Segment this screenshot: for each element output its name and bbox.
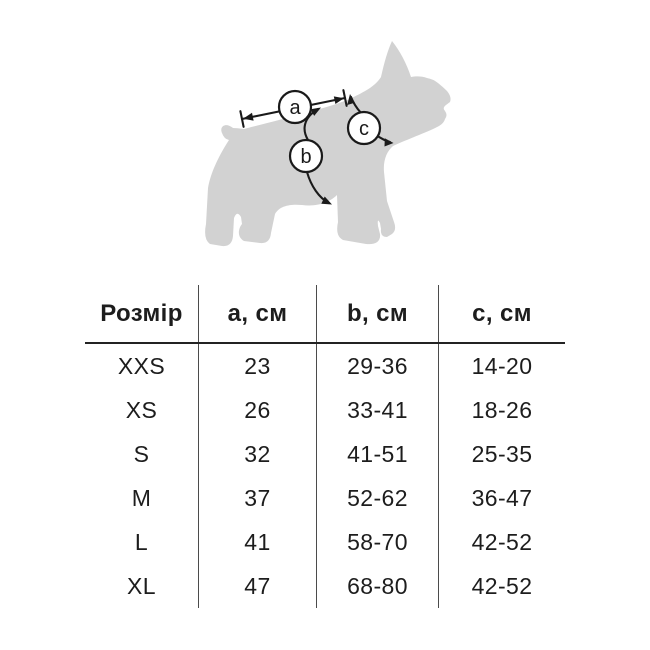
- column-header-b: b, см: [317, 285, 439, 342]
- measurement-c-marker: [346, 110, 382, 146]
- measurement-b: b: [288, 107, 332, 205]
- dog-measurement-diagram: a b c: [205, 41, 451, 247]
- a-value: 37: [199, 476, 317, 520]
- a-value: 23: [199, 344, 317, 388]
- table-row-xs: XS 26 33-41 18-26: [85, 388, 565, 432]
- b-value: 33-41: [317, 388, 439, 432]
- a-value: 32: [199, 432, 317, 476]
- dimension-a-tick-left: [239, 110, 245, 128]
- measurement-b-label: b: [300, 146, 311, 168]
- table-row-xl: XL 47 68-80 42-52: [85, 564, 565, 608]
- column-header-size: Розмір: [85, 285, 199, 342]
- size-value: S: [85, 432, 199, 476]
- c-value: 42-52: [471, 528, 533, 555]
- girth-b-arrow-bottom: [321, 196, 332, 205]
- girth-c-arrow-bottom: [384, 138, 394, 147]
- b-value: 58-70: [317, 520, 439, 564]
- measurement-b-marker: [288, 138, 324, 174]
- measurement-c-label: c: [359, 118, 369, 140]
- column-header-c: c, см: [472, 299, 532, 327]
- b-value: 41-51: [317, 432, 439, 476]
- a-value: 41: [199, 520, 317, 564]
- size-value: XS: [85, 388, 199, 432]
- table-header-row: Розмір a, см b, см c, см: [85, 285, 565, 344]
- dog-silhouette: [205, 41, 451, 247]
- measurement-c: c: [346, 94, 394, 147]
- measurement-a-label: a: [289, 97, 301, 119]
- table-row-s: S 32 41-51 25-35: [85, 432, 565, 476]
- column-header-a: a, см: [199, 285, 317, 342]
- c-value: 25-35: [471, 440, 533, 467]
- table-row-xxs: XXS 23 29-36 14-20: [85, 344, 565, 388]
- table-row-m: M 37 52-62 36-47: [85, 476, 565, 520]
- dimension-a-arrow-left: [243, 112, 254, 121]
- table-row-l: L 41 58-70 42-52: [85, 520, 565, 564]
- size-value: XL: [85, 564, 199, 608]
- b-value: 29-36: [317, 344, 439, 388]
- c-value: 18-26: [471, 396, 533, 423]
- size-table: Розмір a, см b, см c, см XXS 23 29-36 14…: [85, 285, 565, 608]
- size-value: XXS: [85, 344, 199, 388]
- measurement-a-marker: [277, 89, 313, 125]
- girth-c-arrow-top: [347, 94, 355, 105]
- b-value: 52-62: [317, 476, 439, 520]
- size-value: L: [85, 520, 199, 564]
- c-value: 42-52: [471, 572, 533, 599]
- b-value: 68-80: [317, 564, 439, 608]
- dimension-a-arrow-right: [333, 96, 344, 104]
- size-value: M: [85, 476, 199, 520]
- dimension-a-tick-right: [342, 89, 348, 107]
- a-value: 26: [199, 388, 317, 432]
- c-value: 36-47: [471, 484, 533, 511]
- c-value: 14-20: [471, 352, 533, 379]
- girth-b-arrow-top: [310, 107, 321, 116]
- a-value: 47: [199, 564, 317, 608]
- measurement-a: a: [239, 89, 348, 128]
